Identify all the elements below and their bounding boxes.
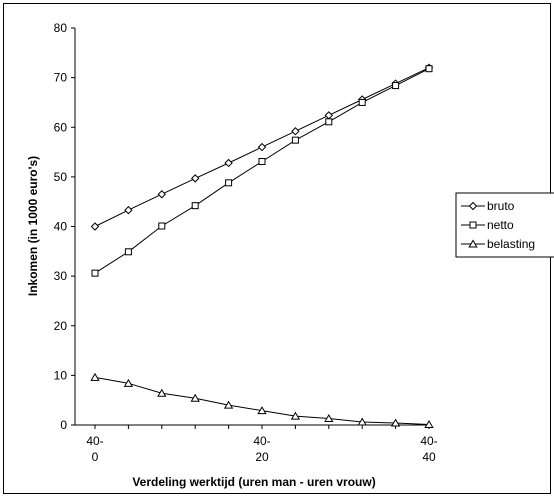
series-markers [90, 63, 434, 429]
data-point-belasting [324, 414, 334, 423]
data-point-netto [124, 248, 132, 256]
y-tick-label: 0 [60, 418, 67, 432]
series-line-netto [94, 68, 430, 274]
data-point-netto [91, 269, 99, 277]
y-tick-label: 20 [54, 319, 68, 333]
y-tick-label: 30 [54, 269, 68, 283]
data-point-netto [291, 136, 299, 144]
y-tick-label: 60 [54, 120, 68, 134]
data-point-belasting [257, 406, 267, 415]
data-point-netto [358, 98, 366, 106]
data-point-bruto [157, 190, 167, 199]
x-tick-label: 40 [422, 450, 436, 464]
y-tick-label: 80 [54, 21, 68, 35]
data-point-netto [191, 202, 199, 210]
x-tick-label: 0 [92, 450, 99, 464]
y-ticks: 0 10 20 30 40 50 60 70 80 [54, 21, 75, 432]
legend: bruto netto belasting [455, 192, 554, 258]
y-tick-label: 40 [54, 220, 68, 234]
data-point-belasting [90, 372, 100, 381]
data-point-netto [325, 118, 333, 126]
data-point-netto [258, 157, 266, 165]
legend-marker-bruto [468, 201, 478, 211]
data-point-bruto [224, 158, 233, 168]
data-point-belasting [390, 418, 401, 427]
axes [74, 28, 429, 426]
data-point-netto [425, 65, 433, 73]
y-tick-label: 10 [54, 368, 68, 382]
legend-label-belasting: belasting [487, 237, 535, 251]
y-tick-label: 50 [54, 170, 68, 184]
data-point-belasting [223, 400, 234, 409]
data-point-belasting [123, 378, 134, 387]
x-tick-label: 40- [253, 434, 270, 448]
data-point-bruto [257, 142, 267, 152]
legend-label-netto: netto [487, 218, 514, 232]
data-point-netto [158, 222, 166, 230]
data-point-bruto [190, 174, 200, 183]
x-tick-label: 40- [420, 434, 437, 448]
x-tick-label: 20 [255, 450, 269, 464]
data-point-belasting [190, 393, 200, 402]
data-point-bruto [324, 111, 334, 120]
data-point-bruto [291, 127, 300, 136]
data-point-belasting [424, 420, 434, 429]
y-tick-label: 70 [54, 71, 68, 85]
x-ticks: 40- 0 40- 20 40- 40 [86, 425, 438, 464]
x-axis-label: Verdeling werktijd (uren man - uren vrou… [132, 475, 375, 489]
legend-marker-netto [469, 221, 477, 229]
data-point-belasting [290, 411, 301, 420]
series-lines [94, 67, 430, 425]
legend-marker-belasting [468, 239, 478, 248]
legend-label-bruto: bruto [487, 199, 515, 213]
data-point-belasting [357, 417, 367, 426]
data-point-netto [225, 179, 233, 187]
x-tick-label: 40- [86, 434, 103, 448]
data-point-netto [392, 82, 400, 90]
data-point-bruto [90, 222, 100, 231]
data-point-bruto [124, 205, 133, 215]
y-axis-label: Inkomen (in 1000 euro's) [26, 156, 40, 296]
data-point-belasting [157, 388, 167, 397]
series-line-belasting [94, 376, 430, 425]
